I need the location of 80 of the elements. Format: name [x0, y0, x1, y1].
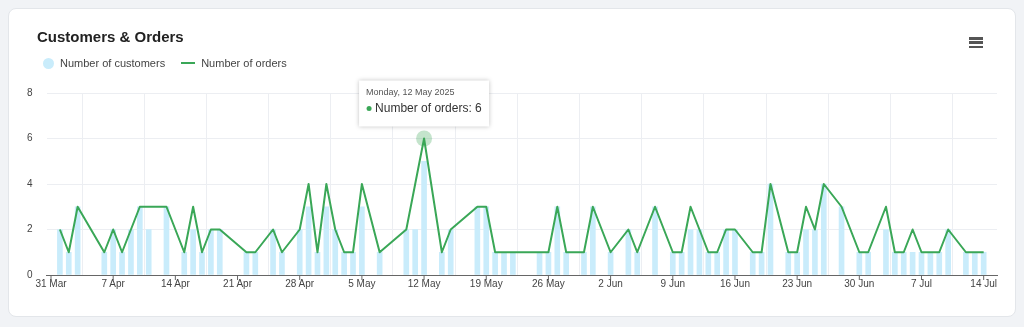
bar	[216, 229, 223, 275]
bar	[101, 251, 108, 275]
bar	[705, 251, 712, 275]
bar	[812, 229, 818, 275]
bar	[341, 251, 347, 275]
bar	[883, 229, 889, 275]
bar	[794, 251, 800, 275]
y-tick-label: 2	[27, 223, 33, 235]
x-tick-label: 9 Jun	[660, 277, 686, 289]
bar	[971, 251, 978, 275]
bar	[119, 251, 125, 275]
bar	[652, 206, 658, 275]
bar	[963, 251, 969, 275]
x-tick-label: 28 Apr	[285, 277, 315, 289]
bar	[359, 206, 365, 275]
bar	[332, 229, 339, 275]
bar	[412, 229, 419, 275]
x-tick-label: 23 Jun	[782, 277, 813, 289]
bar	[732, 229, 738, 275]
x-tick-label: 7 Jul	[910, 277, 933, 289]
x-tick-label: 30 Jun	[844, 277, 875, 289]
annotation: Monday, 12 May 2025	[366, 86, 455, 97]
bar	[669, 251, 676, 275]
bar	[634, 251, 641, 275]
bar	[279, 251, 285, 275]
x-tick-label: 19 May	[469, 277, 503, 289]
bar	[270, 229, 276, 275]
bar	[581, 251, 587, 275]
legend-label: Number of customers	[60, 57, 166, 69]
bar	[820, 183, 827, 275]
x-tick-label: 2 Jun	[598, 277, 623, 289]
y-tick-label: 4	[27, 177, 33, 189]
legend-label: Number of orders	[201, 57, 287, 69]
bar	[439, 251, 445, 275]
x-tick-label: 26 May	[532, 277, 565, 289]
bar	[980, 251, 987, 275]
bar	[723, 229, 729, 275]
bar	[936, 251, 943, 275]
bar	[563, 251, 570, 275]
bar	[190, 229, 196, 275]
bar	[145, 229, 152, 275]
bar	[945, 229, 951, 275]
bar	[137, 206, 143, 275]
bar	[447, 229, 454, 275]
bar	[181, 251, 188, 275]
bar	[199, 251, 205, 275]
bar	[128, 229, 134, 275]
bar	[208, 229, 214, 275]
bar	[252, 251, 259, 275]
bar	[57, 229, 63, 275]
bar	[492, 251, 498, 275]
bar	[785, 251, 792, 275]
y-tick-label: 0	[27, 268, 33, 280]
x-tick-label: 21 Apr	[223, 277, 253, 289]
bar	[501, 251, 507, 275]
bar	[296, 229, 303, 275]
bar	[510, 251, 516, 275]
bar	[483, 206, 490, 275]
x-tick-label: 14 Apr	[160, 277, 191, 289]
bar	[403, 229, 410, 275]
bar	[803, 229, 809, 275]
x-tick-label: 31 Mar	[35, 277, 68, 289]
x-tick-label: 5 May	[348, 277, 376, 289]
x-tick-label: 16 Jun	[719, 277, 750, 289]
bar	[714, 251, 721, 275]
bar	[350, 251, 356, 275]
x-tick-label: 12 May	[407, 277, 441, 289]
annotation: Number of orders: 6	[375, 100, 483, 115]
y-tick-label: 8	[27, 86, 33, 98]
bar	[900, 251, 907, 275]
bar	[65, 251, 72, 275]
bar	[856, 251, 863, 275]
bar	[892, 251, 898, 275]
bar	[749, 251, 756, 275]
bar	[865, 251, 872, 275]
bar	[421, 160, 427, 275]
x-tick-label: 7 Apr	[101, 277, 126, 289]
y-tick-label: 6	[27, 132, 33, 144]
chart-title: Customers & Orders	[36, 27, 185, 45]
x-tick-label: 14 Jul	[970, 277, 998, 289]
